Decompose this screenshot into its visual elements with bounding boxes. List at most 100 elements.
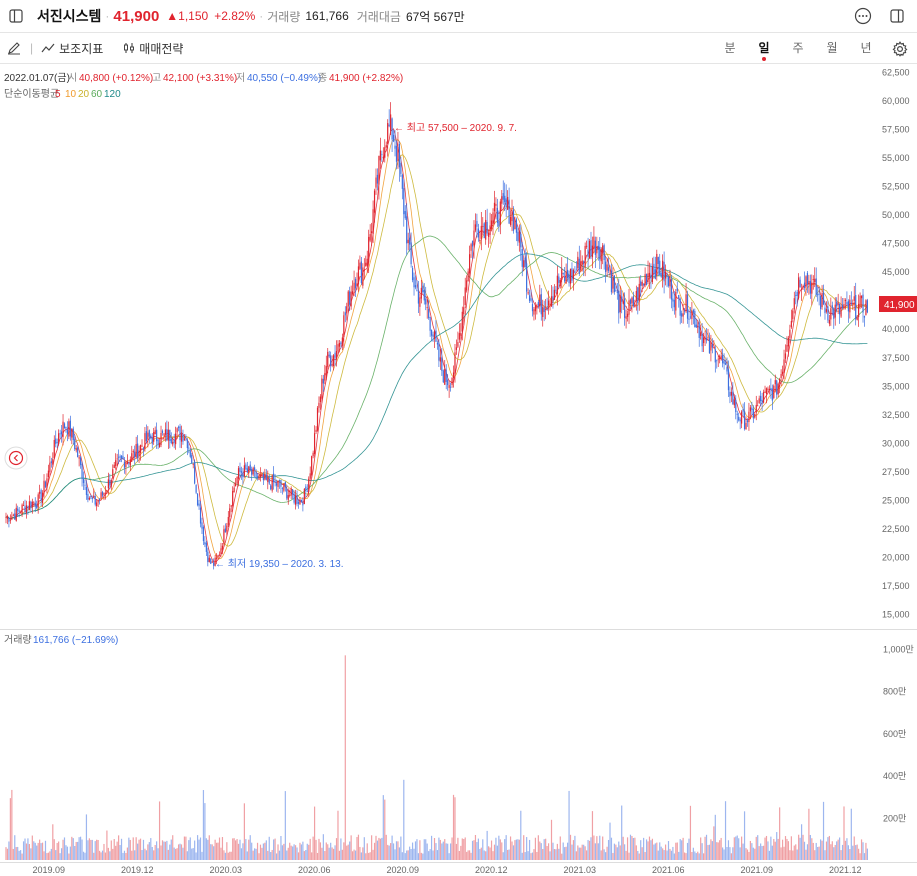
- tab-month[interactable]: 월: [826, 41, 838, 55]
- volume-bar: [188, 840, 190, 860]
- candle-body: [669, 277, 671, 287]
- settings-gear-icon[interactable]: [891, 40, 909, 58]
- candle-body: [137, 443, 139, 459]
- volume-bar: [56, 842, 58, 860]
- candle-body: [707, 337, 709, 338]
- volume-bar: [365, 853, 367, 860]
- panel-toggle-icon[interactable]: [887, 6, 907, 26]
- candle-body: [138, 450, 140, 456]
- volume-bar: [286, 850, 288, 860]
- indicator-button[interactable]: 보조지표: [41, 40, 103, 57]
- volume-bar: [710, 839, 712, 860]
- candle-body: [63, 423, 66, 429]
- volume-bar: [248, 839, 250, 860]
- trade-strategy-button[interactable]: 매매전략: [123, 40, 183, 57]
- candle-body: [710, 342, 712, 351]
- volume-bar: [97, 840, 99, 860]
- volume-bar: [445, 843, 447, 860]
- volume-bar: [71, 836, 73, 860]
- candle-body: [126, 461, 128, 464]
- candle-body: [599, 246, 601, 260]
- scroll-back-button[interactable]: [4, 446, 28, 470]
- candle-body: [217, 554, 219, 558]
- volume-bar: [237, 843, 240, 860]
- chart-canvas[interactable]: 2022.01.07(금) 시 40,800 (+0.12%) 고 42,100…: [0, 64, 917, 876]
- candle-body: [352, 291, 354, 295]
- volume-bar: [62, 839, 64, 860]
- price-chart[interactable]: 2022.01.07(금) 시 40,800 (+0.12%) 고 42,100…: [0, 64, 917, 876]
- volume-bar: [419, 840, 421, 860]
- candle-body: [862, 294, 864, 313]
- volume-bar: [846, 838, 848, 860]
- volume-bar: [476, 842, 478, 860]
- volume-bar: [289, 842, 291, 860]
- candle-body: [215, 557, 218, 559]
- candle-body: [338, 343, 341, 347]
- candle-body: [163, 433, 165, 435]
- volume-bar: [191, 848, 193, 860]
- candle-body: [55, 438, 57, 444]
- sidebar-toggle-icon[interactable]: [6, 6, 26, 26]
- candle-body: [526, 263, 528, 292]
- volume-bar: [678, 851, 680, 860]
- volume-bar: [780, 847, 782, 860]
- candle-body: [749, 407, 752, 412]
- candle-body: [416, 289, 418, 291]
- volume-bar: [528, 839, 531, 860]
- candle-body: [561, 269, 563, 280]
- volume-bar: [202, 790, 205, 860]
- volume-bar: [271, 849, 273, 860]
- candle-body: [502, 193, 504, 200]
- volume-bar: [802, 834, 804, 860]
- volume-bar: [20, 850, 22, 860]
- candle-body: [647, 273, 649, 282]
- volume-bar: [305, 849, 307, 860]
- volume-bar: [91, 839, 93, 860]
- candle-body: [469, 254, 471, 274]
- tab-minute[interactable]: 분: [724, 41, 736, 55]
- volume-bar: [40, 843, 42, 860]
- volume-bar: [85, 814, 88, 860]
- more-options-icon[interactable]: [853, 6, 873, 26]
- candle-body: [261, 473, 263, 476]
- volume-bar: [256, 842, 259, 860]
- tab-year[interactable]: 년: [860, 41, 872, 55]
- volume-bar: [50, 848, 52, 860]
- volume-bar: [590, 837, 592, 860]
- tab-week[interactable]: 주: [792, 41, 804, 55]
- volume-bar: [469, 850, 471, 860]
- candle-body: [781, 371, 784, 375]
- candle-body: [780, 374, 782, 378]
- candle-body: [618, 290, 620, 314]
- candle-body: [8, 517, 10, 522]
- candle-body: [221, 545, 224, 550]
- candle-body: [703, 337, 705, 344]
- stock-change: ▲1,150: [166, 9, 209, 23]
- candle-body: [445, 369, 447, 382]
- drawing-pen-icon[interactable]: [6, 40, 22, 56]
- volume-bar: [347, 844, 349, 860]
- candle-body: [315, 429, 317, 433]
- candle-body: [275, 483, 278, 486]
- volume-bar: [72, 838, 74, 860]
- volume-bar: [21, 853, 23, 860]
- volume-bar: [574, 835, 576, 860]
- volume-bar: [414, 841, 417, 860]
- candle-body: [290, 488, 292, 496]
- volume-bar: [530, 853, 532, 860]
- volume-bar: [754, 848, 756, 860]
- volume-bar: [612, 852, 614, 860]
- candle-body: [586, 245, 588, 247]
- candle-body: [610, 270, 613, 293]
- volume-bar: [433, 837, 436, 860]
- candle-body: [673, 299, 675, 308]
- candle-body: [131, 453, 133, 462]
- volume-bar: [311, 852, 313, 860]
- tab-day[interactable]: 일: [747, 33, 781, 64]
- candle-body: [843, 304, 845, 308]
- volume-bar: [550, 819, 553, 860]
- volume-bar: [581, 844, 583, 860]
- candle-body: [397, 147, 399, 161]
- candle-body: [678, 295, 680, 299]
- candle-body: [454, 352, 456, 374]
